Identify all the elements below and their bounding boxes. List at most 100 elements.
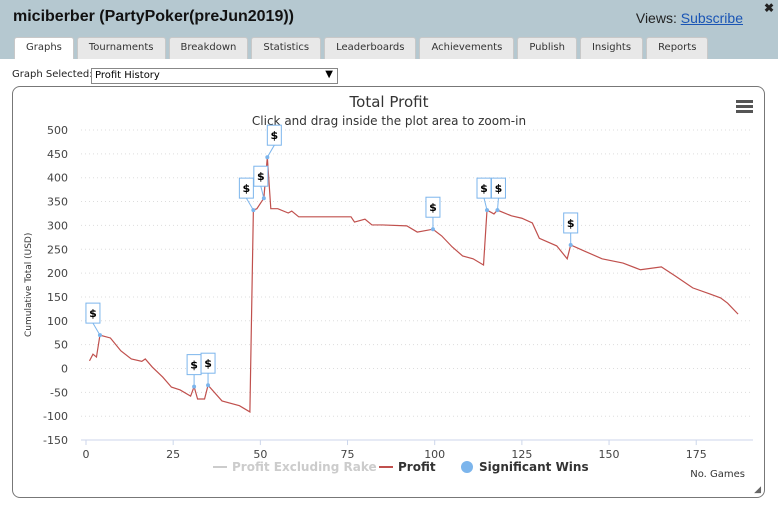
flag-box bbox=[266, 124, 282, 146]
flag-point bbox=[97, 333, 102, 338]
y-tick-label: 50 bbox=[54, 339, 68, 352]
flag-point bbox=[192, 384, 197, 389]
flag-point bbox=[485, 208, 490, 213]
flag-point bbox=[251, 208, 256, 213]
flag-stem bbox=[245, 197, 254, 211]
tab-bar: Graphs Tournaments Breakdown Statistics Lead… bbox=[14, 37, 709, 59]
flag-point bbox=[265, 155, 270, 160]
flag-stem bbox=[92, 322, 101, 336]
page-title: miciberber (PartyPoker(preJun2019)) bbox=[13, 8, 294, 25]
flag-label: $ bbox=[243, 182, 251, 195]
graph-select[interactable]: Profit History ▼ bbox=[91, 68, 338, 84]
significant-win-flag[interactable]: $ bbox=[186, 354, 202, 389]
y-tick-label: -100 bbox=[43, 410, 68, 423]
significant-win-flag[interactable]: $ bbox=[200, 352, 216, 388]
subscribe-link[interactable]: Subscribe bbox=[680, 10, 743, 26]
y-tick-label: 0 bbox=[61, 363, 68, 376]
y-tick-label: 250 bbox=[47, 243, 68, 256]
graph-select-value: Profit History bbox=[95, 70, 160, 81]
flag-label: $ bbox=[270, 129, 278, 142]
significant-win-flag[interactable]: $ bbox=[238, 177, 256, 213]
chart-title: Total Profit bbox=[349, 93, 429, 111]
significant-win-flag[interactable]: $ bbox=[563, 212, 579, 247]
menu-bar bbox=[736, 105, 753, 108]
y-tick-label: 150 bbox=[47, 291, 68, 304]
legend-circle-icon bbox=[461, 461, 473, 473]
tab-graphs[interactable]: Graphs bbox=[14, 37, 74, 59]
y-tick-label: 500 bbox=[47, 124, 68, 137]
flag-stem bbox=[496, 198, 499, 211]
chart-subtitle: Click and drag inside the plot area to z… bbox=[252, 114, 526, 128]
y-tick-label: 450 bbox=[47, 148, 68, 161]
flag-point bbox=[261, 196, 266, 201]
menu-bar bbox=[736, 100, 753, 103]
views: Views: Subscribe bbox=[636, 10, 743, 26]
x-tick-label: 50 bbox=[253, 448, 267, 461]
flag-label: $ bbox=[257, 170, 265, 183]
header: miciberber (PartyPoker(preJun2019)) View… bbox=[0, 0, 778, 59]
significant-win-flag[interactable]: $ bbox=[476, 177, 492, 213]
flag-box bbox=[490, 177, 506, 199]
flag-stem bbox=[260, 186, 265, 199]
x-tick-label: 125 bbox=[511, 448, 532, 461]
profit-line bbox=[88, 157, 739, 413]
flag-label: $ bbox=[480, 182, 488, 195]
flag-box bbox=[200, 352, 216, 374]
flag-box bbox=[425, 196, 441, 218]
legend-item[interactable]: Profit bbox=[379, 460, 436, 474]
flag-point bbox=[206, 383, 211, 388]
flag-label: $ bbox=[429, 201, 437, 214]
flag-stem bbox=[483, 198, 488, 211]
flag-box bbox=[563, 212, 579, 234]
flag-label: $ bbox=[495, 182, 503, 195]
x-tick-label: 75 bbox=[341, 448, 355, 461]
hamburger-icon[interactable] bbox=[736, 100, 753, 113]
tab-reports[interactable]: Reports bbox=[646, 37, 709, 59]
x-tick-label: 25 bbox=[166, 448, 180, 461]
legend-label: Profit bbox=[398, 460, 436, 474]
x-tick-label: 150 bbox=[599, 448, 620, 461]
flag-box bbox=[85, 302, 101, 324]
chart-container: Total Profit Click and drag inside the pl… bbox=[12, 86, 765, 498]
legend-item[interactable]: Profit Excluding Rake bbox=[213, 460, 377, 474]
flag-box bbox=[253, 165, 269, 187]
significant-win-flag[interactable]: $ bbox=[490, 177, 506, 213]
flag-stem bbox=[266, 144, 275, 158]
menu-bar bbox=[736, 110, 753, 113]
close-icon[interactable]: ✖ bbox=[763, 1, 774, 15]
tab-insights[interactable]: Insights bbox=[579, 37, 644, 59]
x-tick-label: 100 bbox=[424, 448, 445, 461]
graph-selected-label: Graph Selected: bbox=[12, 69, 93, 80]
flag-point bbox=[430, 227, 435, 232]
legend-label: Significant Wins bbox=[479, 460, 589, 474]
tab-tournaments[interactable]: Tournaments bbox=[76, 37, 166, 59]
profit-chart[interactable]: Total Profit Click and drag inside the pl… bbox=[13, 87, 766, 499]
y-tick-label: 300 bbox=[47, 219, 68, 232]
x-tick-label: 0 bbox=[83, 448, 90, 461]
significant-win-flag[interactable]: $ bbox=[265, 124, 282, 160]
tab-breakdown[interactable]: Breakdown bbox=[168, 37, 249, 59]
views-label: Views: bbox=[635, 10, 677, 26]
chevron-down-icon: ▼ bbox=[325, 69, 333, 80]
tab-leaderboards[interactable]: Leaderboards bbox=[324, 37, 417, 59]
flag-label: $ bbox=[204, 357, 212, 370]
resize-handle-icon[interactable]: ◢ bbox=[754, 485, 761, 495]
significant-win-flag[interactable]: $ bbox=[425, 196, 441, 232]
flag-box bbox=[238, 177, 254, 199]
legend-label: Profit Excluding Rake bbox=[232, 460, 377, 474]
significant-win-flag[interactable]: $ bbox=[85, 302, 102, 338]
significant-win-flag[interactable]: $ bbox=[253, 165, 269, 201]
flag-label: $ bbox=[567, 217, 575, 230]
tab-statistics[interactable]: Statistics bbox=[251, 37, 322, 59]
flag-label: $ bbox=[89, 307, 97, 320]
legend-item[interactable]: Significant Wins bbox=[461, 460, 589, 474]
flag-point bbox=[568, 242, 573, 247]
tab-publish[interactable]: Publish bbox=[517, 37, 577, 59]
y-axis-label: Cumulative Total (USD) bbox=[24, 233, 34, 337]
y-tick-label: 350 bbox=[47, 196, 68, 209]
x-axis-label: No. Games bbox=[690, 469, 745, 480]
x-tick-label: 175 bbox=[686, 448, 707, 461]
y-tick-label: 200 bbox=[47, 267, 68, 280]
tab-achievements[interactable]: Achievements bbox=[419, 37, 515, 59]
y-tick-label: 100 bbox=[47, 315, 68, 328]
